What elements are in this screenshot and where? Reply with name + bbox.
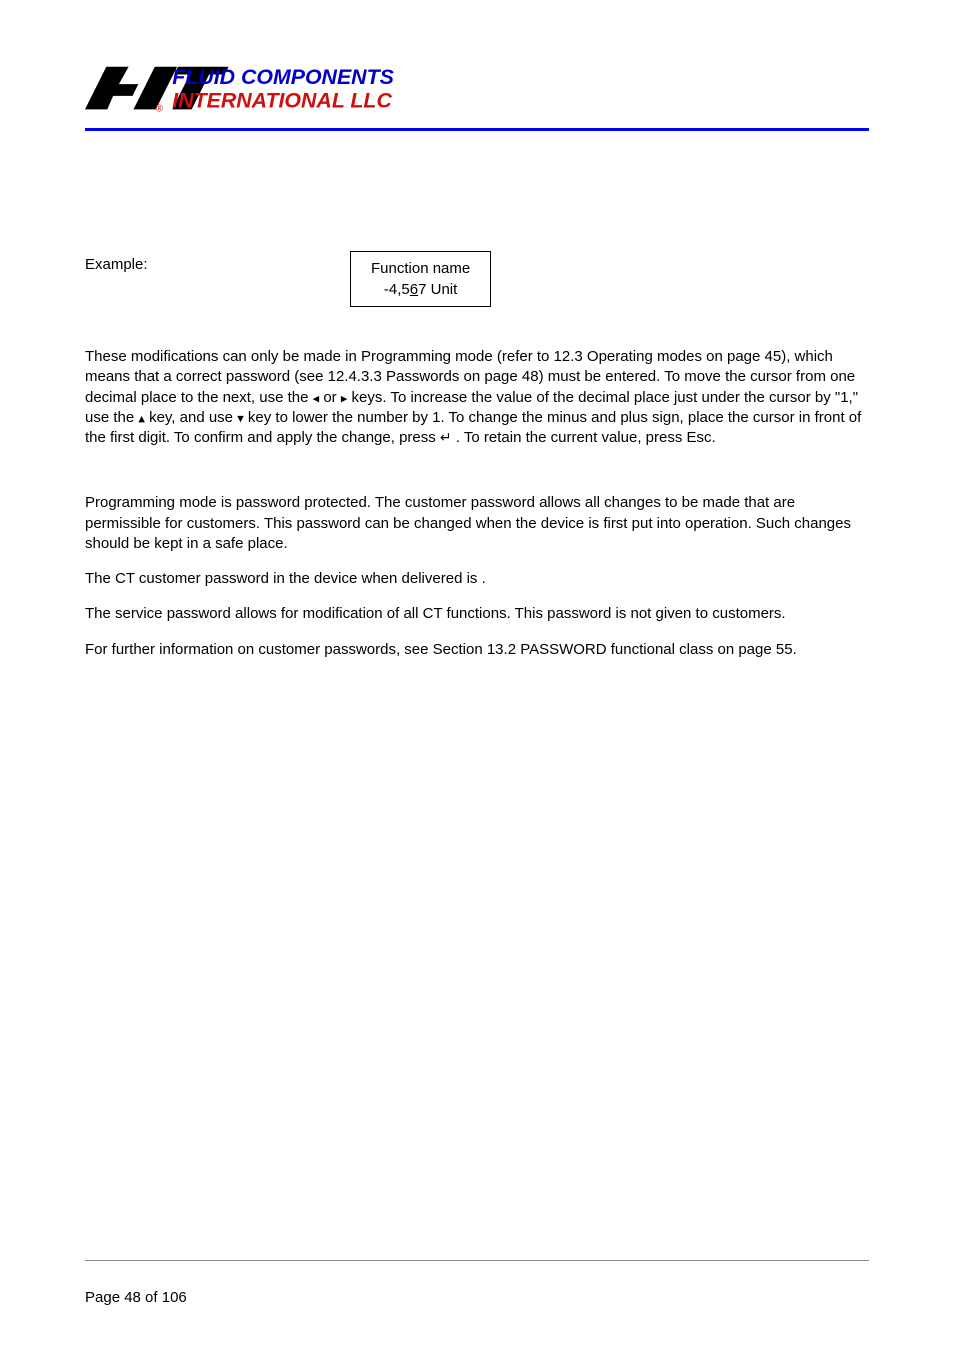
svg-text:FLUID COMPONENTS: FLUID COMPONENTS (172, 65, 394, 89)
function-display-box: Function name -4,567 Unit (350, 251, 491, 307)
header-divider (85, 128, 869, 131)
company-logo-icon: ® FLUID COMPONENTS INTERNATIONAL LLC (85, 60, 405, 120)
page-number: Page 48 of 106 (85, 1289, 187, 1306)
example-label: Example: (85, 251, 350, 273)
enter-key-icon: ↵ (440, 429, 452, 445)
service-password-paragraph: The service password allows for modifica… (85, 604, 869, 624)
further-info-paragraph: For further information on customer pass… (85, 640, 869, 660)
customer-password-paragraph: The CT customer password in the device w… (85, 569, 869, 589)
footer-divider (85, 1260, 869, 1261)
svg-text:INTERNATIONAL LLC: INTERNATIONAL LLC (172, 88, 392, 112)
function-box-line1: Function name (371, 258, 470, 279)
function-box-line2: -4,567 Unit (371, 279, 470, 300)
logo: ® FLUID COMPONENTS INTERNATIONAL LLC (85, 60, 869, 120)
modification-instructions-paragraph: These modifications can only be made in … (85, 347, 869, 448)
svg-text:®: ® (156, 103, 163, 114)
programming-mode-paragraph: Programming mode is password protected. … (85, 493, 869, 554)
